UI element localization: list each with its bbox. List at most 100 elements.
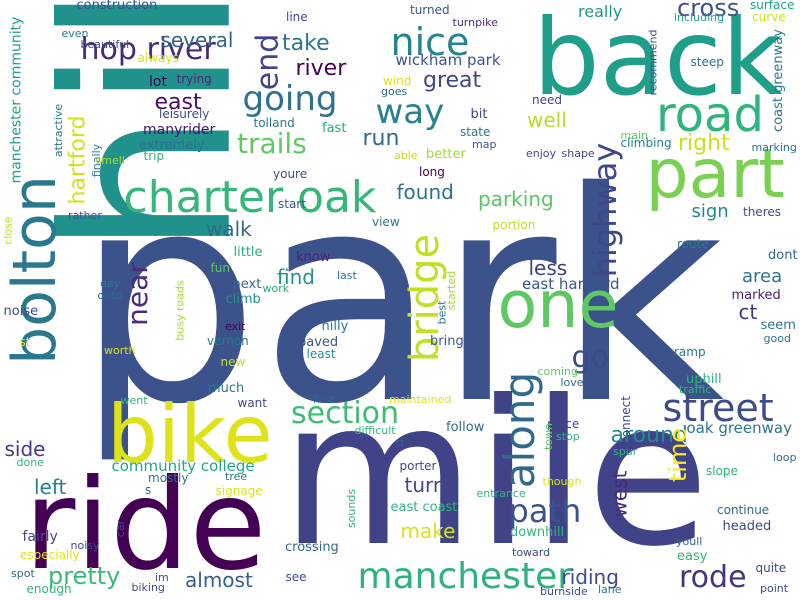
word-run: run — [362, 126, 400, 151]
word-porter: porter — [399, 459, 437, 473]
word-almost: almost — [185, 568, 253, 592]
word-part: part — [645, 135, 785, 214]
word-state: state — [460, 125, 491, 139]
word-cross: cross — [677, 0, 740, 22]
word-place: place — [547, 417, 580, 431]
word-bit: bit — [470, 106, 488, 122]
word-marking: marking — [751, 140, 797, 154]
word-seem: seem — [760, 317, 796, 333]
word-signage: signage — [215, 484, 263, 498]
word-paved: paved — [298, 334, 339, 350]
word-s: s — [145, 483, 152, 497]
word-lot: lot — [149, 74, 167, 90]
word-manyrider: manyrider — [143, 122, 216, 138]
word-long: long — [419, 165, 445, 179]
word-spur: spur — [613, 444, 638, 458]
word-take: take — [282, 31, 330, 56]
word-go: go — [571, 340, 609, 375]
word-worth: worth — [104, 343, 136, 357]
word-noise: noise — [3, 303, 39, 319]
word-entrance: entrance — [476, 486, 526, 500]
word-tree: tree — [225, 469, 248, 483]
word-east-hartford: east hartford — [522, 274, 620, 293]
word-hartford: hartford — [64, 115, 90, 205]
word-especially: especially — [20, 548, 80, 562]
word-main: main — [620, 128, 648, 142]
word-manchester: manchester — [357, 556, 573, 597]
word-way: way — [375, 92, 445, 132]
word-st: st — [19, 335, 31, 349]
word-slope: slope — [706, 464, 738, 478]
word-fast: fast — [322, 120, 347, 136]
word-ct: ct — [738, 300, 758, 324]
word-went: went — [120, 393, 148, 407]
word-enjoy: enjoy — [526, 146, 557, 160]
word-bike: bike — [107, 388, 273, 481]
word-always: always — [137, 51, 179, 65]
word-want: want — [237, 396, 267, 410]
word-street: street — [662, 386, 774, 430]
word-route: route — [677, 237, 709, 251]
word-turnpike: turnpike — [452, 15, 498, 29]
word-several: several — [160, 28, 234, 52]
word-charter-oak: charter oak — [123, 172, 377, 223]
word-mostly: mostly — [148, 471, 189, 485]
word-headed: headed — [722, 518, 772, 534]
word-town: town — [541, 422, 555, 450]
word-able: able — [394, 148, 418, 162]
word-rt: rt — [395, 435, 405, 449]
word-lane: lane — [598, 582, 622, 596]
word-little: little — [233, 244, 263, 260]
word-busy-roads: busy roads — [173, 279, 187, 341]
word-bring: bring — [430, 333, 464, 349]
word-extremely: extremely — [139, 137, 205, 153]
word-trying: trying — [176, 72, 212, 86]
word-shape: shape — [561, 146, 595, 160]
word-beautiful: beautiful — [80, 37, 130, 51]
word-view: view — [372, 215, 400, 229]
word-spot: spot — [11, 566, 35, 580]
word-west: west — [606, 470, 631, 518]
word-tolland: tolland — [253, 116, 295, 130]
word-marked: marked — [731, 287, 781, 303]
word-ramp: ramp — [674, 345, 706, 359]
word-wickham-park: wickham park — [395, 50, 501, 69]
word-maintained: maintained — [389, 392, 452, 406]
word-leisurely: leisurely — [159, 107, 210, 121]
word-hilly: hilly — [321, 318, 349, 334]
word-back: back — [533, 0, 783, 119]
word-downhill: downhill — [510, 524, 565, 540]
word-day: day — [100, 276, 121, 290]
word-found: found — [396, 180, 454, 204]
word-trails: trails — [237, 127, 307, 160]
word-well: well — [527, 108, 567, 132]
word-manchester-community: manchester community — [7, 16, 24, 184]
word-new: new — [220, 355, 246, 369]
word-including: including — [674, 10, 725, 24]
word-turned: turned — [410, 3, 450, 17]
word-great: great — [423, 68, 482, 93]
word-along: along — [495, 371, 545, 489]
word-enough: enough — [26, 582, 72, 596]
word-biking: biking — [131, 580, 165, 594]
word-burnside: burnside — [540, 584, 588, 598]
word-need: need — [532, 93, 562, 107]
word-vernon: vernon — [207, 334, 249, 348]
word-close: close — [1, 215, 15, 245]
word-hop-river: hop river — [80, 32, 216, 67]
word-rode: rode — [679, 560, 747, 595]
word-end: end — [249, 33, 285, 91]
word-coast-greenway: coast greenway — [770, 28, 786, 132]
word-car: car — [113, 519, 127, 537]
word-coming: coming — [537, 364, 579, 378]
word-really: really — [578, 2, 623, 21]
word-east: east — [154, 90, 202, 115]
word-area: area — [742, 266, 783, 287]
word-map: map — [472, 137, 497, 151]
word-ride: ride — [24, 452, 267, 598]
word-trip: trip — [143, 149, 165, 163]
word-pretty: pretty — [48, 562, 121, 590]
word-construction: construction — [76, 0, 158, 13]
word-near: near — [120, 262, 154, 326]
